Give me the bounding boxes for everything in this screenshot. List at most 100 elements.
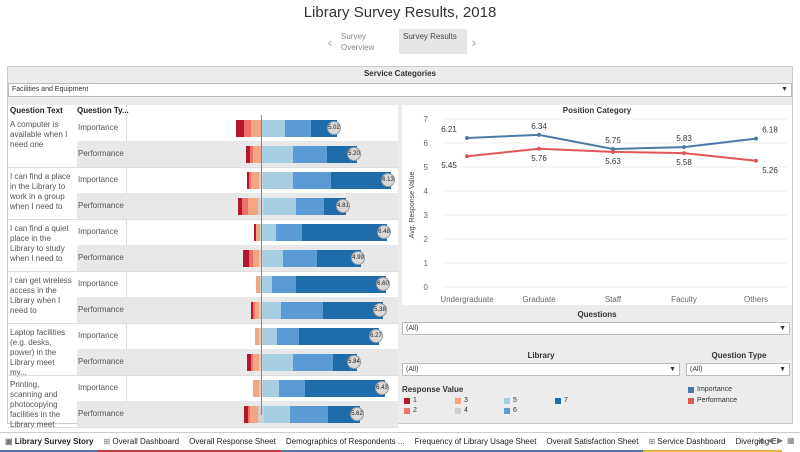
performance-average-marker[interactable]: 5.62: [350, 407, 364, 421]
response-segment-2[interactable]: [242, 198, 248, 215]
sheet-tab[interactable]: Demographics of Respondents ...: [280, 434, 410, 452]
response-segment-5[interactable]: [263, 354, 293, 371]
response-segment-1[interactable]: [254, 224, 256, 241]
response-segment-5[interactable]: [263, 328, 277, 345]
importance-average-marker[interactable]: 6.48: [377, 225, 391, 239]
sheet-tab[interactable]: Frequency of Library Usage Sheet: [409, 434, 542, 452]
tab-first-icon[interactable]: ◀: [757, 436, 764, 445]
response-segment-3[interactable]: [251, 120, 261, 137]
response-segment-6[interactable]: [276, 224, 302, 241]
legend-response-6[interactable]: 6: [504, 407, 517, 414]
tab-next-icon[interactable]: ▶: [777, 436, 784, 445]
importance-average-marker[interactable]: 6.60: [376, 277, 390, 291]
response-segment-2[interactable]: [251, 354, 253, 371]
legend-response-3[interactable]: 3: [455, 397, 468, 404]
response-segment-6[interactable]: [281, 302, 323, 319]
response-segment-7[interactable]: [299, 328, 379, 345]
legend-response-7[interactable]: 7: [555, 397, 568, 404]
response-segment-3[interactable]: [256, 224, 260, 241]
response-segment-3[interactable]: [253, 354, 259, 371]
response-segment-7[interactable]: [331, 172, 391, 189]
library-filter-dropdown[interactable]: (All) ▼: [402, 363, 680, 376]
response-segment-3[interactable]: [253, 250, 259, 267]
response-segment-6[interactable]: [279, 380, 305, 397]
response-segment-6[interactable]: [285, 120, 311, 137]
response-segment-2[interactable]: [244, 120, 251, 137]
performance-average-marker[interactable]: 4.81: [336, 199, 350, 213]
response-segment-6[interactable]: [290, 406, 328, 423]
performance-average-marker[interactable]: 5.84: [347, 355, 361, 369]
response-segment-6[interactable]: [293, 354, 333, 371]
response-segment-5[interactable]: [263, 172, 293, 189]
response-segment-6[interactable]: [283, 250, 317, 267]
response-segment-5[interactable]: [264, 406, 290, 423]
response-segment-2[interactable]: [249, 250, 253, 267]
response-segment-6[interactable]: [293, 172, 331, 189]
response-segment-2[interactable]: [249, 172, 251, 189]
importance-average-marker[interactable]: 6.13: [381, 173, 395, 187]
response-segment-1[interactable]: [246, 146, 250, 163]
response-segment-6[interactable]: [296, 198, 324, 215]
legend-response-4[interactable]: 4: [455, 407, 468, 414]
response-segment-5[interactable]: [261, 146, 293, 163]
response-segment-7[interactable]: [296, 276, 386, 293]
response-segment-5[interactable]: [261, 120, 285, 137]
legend-response-1[interactable]: 1: [404, 397, 417, 404]
column-header-type[interactable]: Question Ty...: [77, 106, 129, 115]
importance-average-marker[interactable]: 6.43: [375, 381, 389, 395]
story-point-survey-overview[interactable]: Survey Overview: [341, 32, 375, 52]
response-segment-3[interactable]: [256, 276, 260, 293]
response-segment-7[interactable]: [317, 250, 361, 267]
response-segment-2[interactable]: [253, 302, 255, 319]
response-segment-2[interactable]: [248, 406, 250, 423]
response-segment-3[interactable]: [248, 198, 258, 215]
response-segment-6[interactable]: [272, 276, 296, 293]
response-segment-1[interactable]: [236, 120, 244, 137]
sheet-tab[interactable]: ▣ Library Survey Story: [0, 434, 99, 452]
legend-type-importance[interactable]: Importance: [688, 386, 732, 393]
response-segment-3[interactable]: [253, 146, 261, 163]
performance-average-marker[interactable]: 4.99: [351, 251, 365, 265]
response-segment-5[interactable]: [263, 250, 283, 267]
legend-type-performance[interactable]: Performance: [688, 397, 737, 404]
response-segment-5[interactable]: [262, 276, 272, 293]
response-segment-7[interactable]: [302, 224, 387, 241]
sheet-tab[interactable]: ⊞ Service Dashboard: [643, 434, 731, 452]
response-segment-3[interactable]: [253, 380, 259, 397]
response-segment-6[interactable]: [277, 328, 299, 345]
response-segment-1[interactable]: [247, 172, 249, 189]
legend-response-2[interactable]: 2: [404, 407, 417, 414]
response-segment-3[interactable]: [250, 406, 258, 423]
question-type-filter-dropdown[interactable]: (All) ▼: [686, 363, 790, 376]
response-segment-7[interactable]: [305, 380, 385, 397]
sheet-tab[interactable]: Overall Satisfaction Sheet: [541, 434, 644, 452]
response-segment-2[interactable]: [250, 146, 253, 163]
response-segment-1[interactable]: [238, 198, 242, 215]
response-segment-1[interactable]: [247, 354, 251, 371]
response-segment-1[interactable]: [243, 250, 249, 267]
service-categories-dropdown[interactable]: Facilities and Equipment ▼: [8, 83, 792, 97]
response-segment-5[interactable]: [263, 302, 281, 319]
response-segment-5[interactable]: [263, 380, 279, 397]
performance-average-marker[interactable]: 5.38: [373, 303, 387, 317]
story-point-survey-results[interactable]: Survey Results: [399, 29, 467, 54]
response-segment-5[interactable]: [262, 224, 276, 241]
sheet-tab[interactable]: ⊞ Overall Dashboard: [98, 434, 185, 452]
response-segment-3[interactable]: [255, 328, 259, 345]
next-story-point-button[interactable]: ›: [467, 29, 481, 54]
response-segment-3[interactable]: [251, 172, 259, 189]
response-segment-7[interactable]: [323, 302, 383, 319]
performance-average-marker[interactable]: 5.20: [347, 147, 361, 161]
sheet-tab[interactable]: Overall Response Sheet: [184, 434, 281, 452]
response-segment-6[interactable]: [293, 146, 327, 163]
importance-average-marker[interactable]: 6.27: [369, 329, 383, 343]
tab-prev-icon[interactable]: ◀: [767, 436, 774, 445]
legend-response-5[interactable]: 5: [504, 397, 517, 404]
response-segment-1[interactable]: [244, 406, 248, 423]
tab-grid-icon[interactable]: ▦: [787, 436, 795, 445]
importance-average-marker[interactable]: 5.02: [327, 121, 341, 135]
questions-filter-dropdown[interactable]: (All) ▼: [402, 322, 790, 335]
response-segment-3[interactable]: [255, 302, 259, 319]
response-segment-1[interactable]: [251, 302, 253, 319]
prev-story-point-button[interactable]: ‹: [323, 29, 337, 54]
